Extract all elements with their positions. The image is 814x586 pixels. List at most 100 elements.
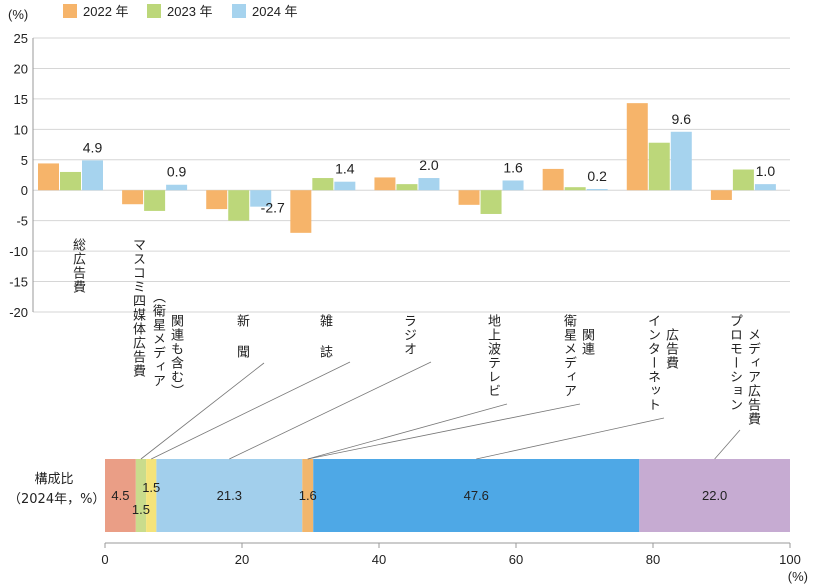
bar <box>564 187 586 191</box>
bar <box>60 171 81 191</box>
category-label: プロモーション <box>727 314 742 412</box>
stack-segment <box>156 459 303 532</box>
bar <box>586 189 608 191</box>
y-tick-label: -5 <box>16 214 28 229</box>
bar <box>502 180 524 191</box>
bar <box>334 181 356 191</box>
segment-label: 47.6 <box>464 488 489 503</box>
legend-label: 2022 年 <box>83 4 129 19</box>
y-tick-label: -15 <box>9 275 28 290</box>
bar <box>458 190 480 205</box>
bar <box>710 190 732 200</box>
bar <box>542 168 564 191</box>
bar <box>732 169 754 191</box>
stacked-ylabel-sub: （2024年，%） <box>8 492 106 507</box>
category-label: マスコミ四媒体広告費 <box>130 238 145 378</box>
category-label: 広告費 <box>663 328 678 370</box>
category-label: ラジオ <box>401 314 416 356</box>
connector-line <box>229 361 432 460</box>
y-axis-unit: (%) <box>8 7 28 22</box>
bar <box>648 142 670 191</box>
y-tick-label: 5 <box>21 153 28 168</box>
bar <box>82 160 103 191</box>
connector-line <box>714 429 741 460</box>
bar <box>374 177 396 191</box>
y-tick-label: 10 <box>14 122 28 137</box>
y-tick-label: 25 <box>14 31 28 46</box>
bar <box>754 184 776 191</box>
y-tick-label: -20 <box>9 305 28 320</box>
stack-segment <box>302 459 314 532</box>
segment-label: 22.0 <box>702 488 727 503</box>
data-label: 1.4 <box>335 161 355 177</box>
bar <box>122 190 144 205</box>
stack-segment <box>105 459 136 532</box>
x-axis-unit: (%) <box>788 569 808 584</box>
bar <box>206 190 228 210</box>
stack-segment <box>135 459 147 532</box>
legend-swatch <box>232 4 246 18</box>
data-label: 0.9 <box>167 164 187 180</box>
connector-line <box>151 361 351 460</box>
x-tick-label: 60 <box>509 552 523 567</box>
category-label: 雑 <box>317 314 332 328</box>
data-label: -2.7 <box>261 200 285 216</box>
category-label: 関連 <box>579 328 594 356</box>
bar <box>166 184 188 191</box>
connector-line <box>307 403 508 460</box>
legend-swatch <box>147 4 161 18</box>
stack-segment <box>313 459 640 532</box>
x-tick-label: 80 <box>646 552 660 567</box>
segment-label: 4.5 <box>111 488 129 503</box>
bar <box>480 190 502 214</box>
data-label: 0.2 <box>587 168 607 184</box>
segment-label: 1.5 <box>142 480 160 495</box>
bar <box>144 190 166 211</box>
data-label: 1.6 <box>503 159 523 175</box>
category-label: 新 <box>234 314 249 328</box>
y-tick-label: -10 <box>9 244 28 259</box>
category-label: 関連も含む） <box>168 314 183 398</box>
segment-label: 1.6 <box>299 488 317 503</box>
category-label: 聞 <box>234 345 249 359</box>
data-label: 1.0 <box>756 163 776 179</box>
bar <box>250 190 272 207</box>
legend-label: 2024 年 <box>252 4 298 19</box>
stacked-axis-label: 構成比 （2024年，%） <box>8 470 106 510</box>
bar <box>38 163 59 191</box>
x-tick-label: 0 <box>101 552 108 567</box>
category-label: 総広告費 <box>70 238 85 294</box>
bar <box>670 131 692 191</box>
connector-line <box>307 403 581 460</box>
y-tick-label: 15 <box>14 92 28 107</box>
data-label: 4.9 <box>83 139 103 155</box>
stacked-ylabel: 構成比 <box>34 472 74 487</box>
category-label: 衛星メディア <box>561 314 576 398</box>
x-tick-label: 100 <box>779 552 801 567</box>
bar <box>312 178 334 191</box>
data-label: 2.0 <box>419 157 439 173</box>
bar <box>290 190 312 233</box>
x-tick-label: 20 <box>235 552 249 567</box>
stack-segment <box>639 459 790 532</box>
category-label: （衛星メディア <box>150 290 165 388</box>
stack-segment <box>146 459 157 532</box>
bar <box>626 103 648 191</box>
x-tick-label: 40 <box>372 552 386 567</box>
bar <box>396 184 418 191</box>
category-label: 誌 <box>317 345 332 359</box>
bar <box>418 178 440 191</box>
segment-label: 1.5 <box>132 502 150 517</box>
data-label: 9.6 <box>672 111 692 127</box>
category-label: メディア広告費 <box>745 328 760 426</box>
connector-line <box>140 362 265 460</box>
y-tick-label: 20 <box>14 61 28 76</box>
connector-line <box>476 417 665 460</box>
bar <box>228 190 250 221</box>
category-label: インターネット <box>645 314 660 412</box>
segment-label: 21.3 <box>217 488 242 503</box>
y-tick-label: 0 <box>21 183 28 198</box>
category-label: 地上波テレビ <box>485 314 500 398</box>
legend-label: 2023 年 <box>167 4 213 19</box>
